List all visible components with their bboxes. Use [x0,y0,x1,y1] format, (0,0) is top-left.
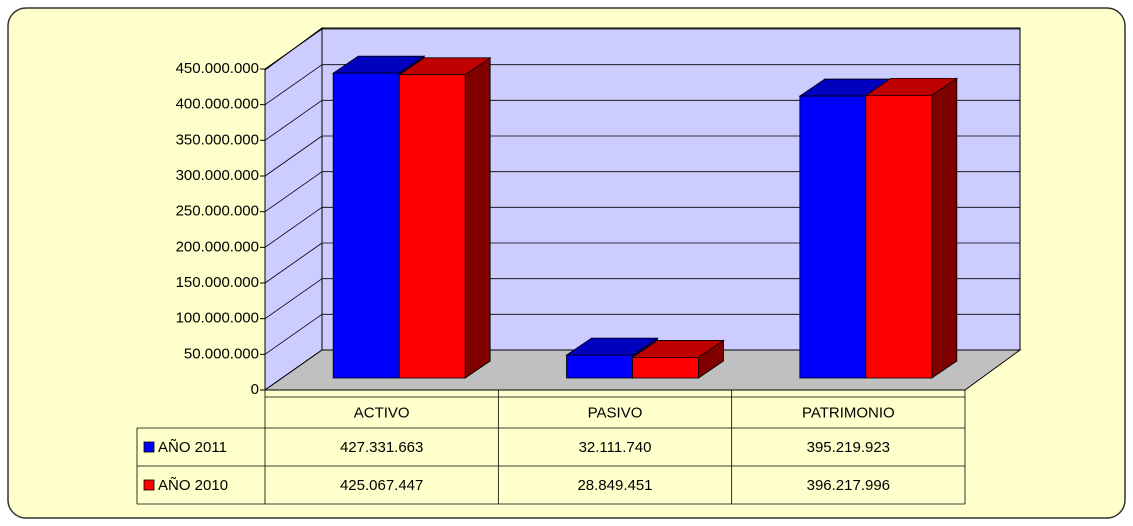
grid-line [264,64,323,105]
bar-side [931,77,958,379]
bar [398,74,466,379]
grid-line [264,28,323,70]
legend-label: AÑO 2010 [158,477,228,494]
y-tick-label: 100.000.000 [176,310,259,327]
x-tick-label: ACTIVO [354,404,410,421]
grid-line [264,135,323,177]
y-tick-label: 150.000.000 [176,274,259,291]
bar-side [464,57,491,379]
bar [566,354,633,379]
y-tick-label: 50.000.000 [184,345,259,362]
bar [332,72,400,379]
table-value: 28.849.451 [577,477,652,494]
legend-label: AÑO 2011 [158,439,227,456]
y-tick-label: 200.000.000 [176,238,259,255]
legend-swatch [143,479,155,491]
table-value: 425.067.447 [340,477,423,494]
side-wall [264,27,323,391]
x-tick-label: PASIVO [588,404,643,421]
y-tick-label: 400.000.000 [176,96,259,113]
grid-line [264,100,323,141]
grid-line [264,242,323,284]
table-value: 32.111.740 [579,439,652,456]
grid-line [264,171,323,212]
grid-line [264,314,323,355]
x-tick-label: PATRIMONIO [802,404,895,421]
y-tick-label: 350.000.000 [176,131,259,148]
y-tick-label: 450.000.000 [176,60,259,77]
grid-line [264,278,323,319]
y-tick-label: 300.000.000 [176,167,259,184]
y-tick-label: 0 [251,381,259,398]
table-value: 427.331.663 [340,439,423,456]
legend-swatch [143,441,155,453]
table-value: 395.219.923 [807,439,890,456]
bar [865,94,933,379]
bar [632,357,699,379]
bar [799,95,867,379]
grid-line [264,207,323,248]
y-tick-label: 250.000.000 [176,203,259,220]
table-value: 396.217.996 [807,477,890,494]
